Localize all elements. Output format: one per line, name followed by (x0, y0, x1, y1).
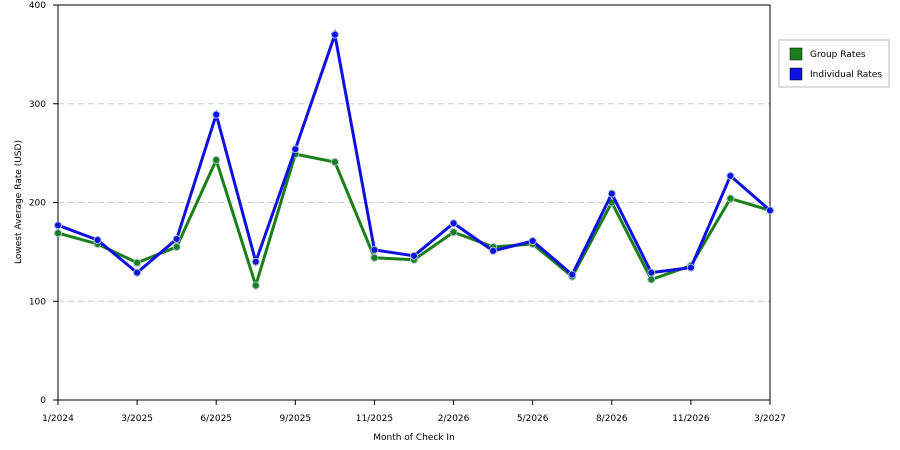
y-tick-label: 400 (29, 1, 46, 11)
point (54, 229, 62, 238)
y-tick-label: 200 (29, 199, 46, 209)
legend-swatch (789, 47, 803, 61)
point (251, 257, 260, 266)
x-tick-label: 8/2026 (596, 414, 628, 424)
legend-label: Individual Rates (810, 70, 882, 80)
point (330, 30, 339, 39)
point (54, 221, 62, 230)
point (449, 219, 458, 228)
point (726, 171, 735, 180)
x-tick-label: 11/2025 (356, 414, 393, 424)
y-tick-label: 0 (40, 396, 46, 406)
y-axis-label: Lowest Average Rate (USD) (14, 140, 24, 264)
point (766, 206, 774, 215)
point (330, 158, 339, 167)
y-tick-label: 100 (29, 297, 46, 307)
point (93, 236, 102, 245)
x-tick-label: 9/2025 (279, 414, 311, 424)
x-axis-label: Month of Check In (373, 433, 455, 443)
point (133, 268, 142, 277)
point (449, 228, 458, 237)
point (568, 270, 577, 279)
series-line (57, 28, 771, 277)
x-tick-label: 11/2026 (672, 414, 710, 424)
series-line (57, 152, 771, 291)
point (172, 235, 181, 244)
legend-label: Group Rates (810, 50, 866, 60)
x-tick-label: 5/2026 (517, 414, 549, 424)
point (489, 246, 498, 255)
x-tick-label: 3/2027 (754, 414, 786, 424)
point (647, 268, 656, 277)
point (291, 145, 300, 154)
x-tick-label: 1/2024 (42, 414, 74, 424)
point (607, 189, 616, 198)
point (410, 251, 418, 260)
point (370, 253, 379, 262)
y-tick-label: 300 (29, 100, 46, 110)
point (212, 156, 221, 165)
point (251, 281, 260, 290)
point (172, 242, 181, 251)
point (686, 263, 695, 272)
point (370, 245, 379, 254)
x-tick-label: 2/2026 (438, 414, 470, 424)
plot-area (57, 4, 771, 401)
x-tick-label: 6/2025 (200, 414, 232, 424)
point (133, 258, 142, 267)
point (212, 110, 221, 119)
legend-swatch (789, 67, 803, 81)
point (528, 237, 537, 246)
x-tick-label: 3/2025 (121, 414, 153, 424)
point (726, 194, 735, 203)
point (647, 275, 656, 284)
